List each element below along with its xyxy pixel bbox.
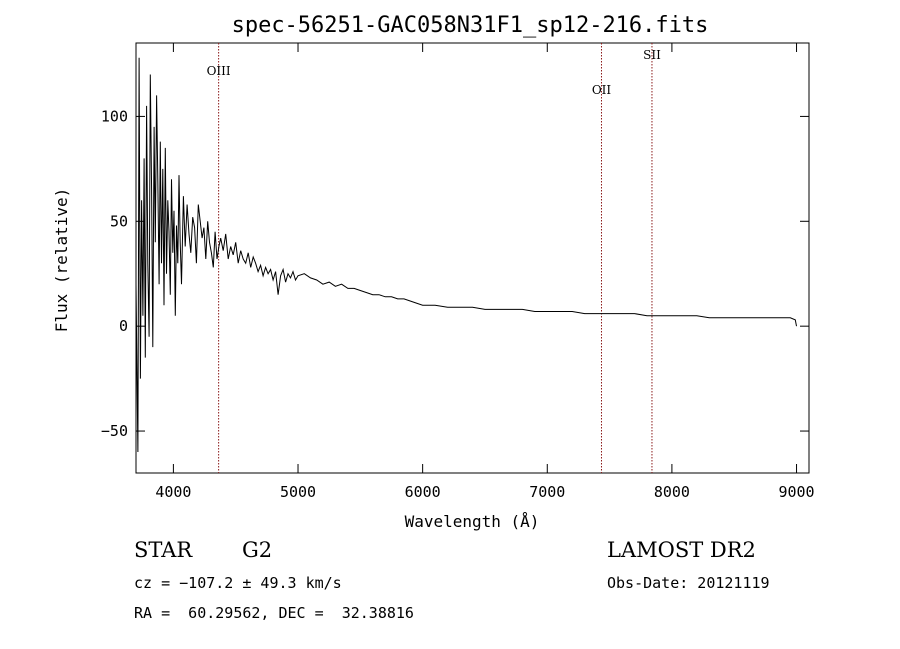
x-tick-label: 8000 <box>654 483 690 501</box>
x-tick-label: 7000 <box>529 483 565 501</box>
y-tick-label: 100 <box>101 107 128 125</box>
x-axis: 4000 5000 6000 7000 8000 9000 <box>155 43 815 501</box>
chart-title: spec-56251-GAC058N31F1_sp12-216.fits <box>232 13 709 38</box>
emission-line-label-oiii: OIII <box>207 64 231 78</box>
x-tick-label: 9000 <box>778 483 814 501</box>
emission-line-markers: OIII OII SII <box>207 43 661 473</box>
x-tick-label: 5000 <box>280 483 316 501</box>
plot-frame <box>135 42 810 474</box>
object-class: STAR <box>134 538 193 562</box>
survey-name: LAMOST DR2 <box>607 538 756 562</box>
redshift-cz: cz = −107.2 ± 49.3 km/s <box>134 574 342 592</box>
observation-date: Obs-Date: 20121119 <box>607 574 770 592</box>
y-axis-label: Flux (relative) <box>52 188 71 333</box>
x-tick-label: 4000 <box>155 483 191 501</box>
y-axis: −50 0 50 100 <box>101 107 809 440</box>
y-tick-label: 0 <box>119 317 128 335</box>
emission-line-label-sii: SII <box>643 48 661 62</box>
object-subclass: G2 <box>242 538 273 562</box>
x-tick-label: 6000 <box>405 483 441 501</box>
y-tick-label: −50 <box>101 422 128 440</box>
spectrum-line <box>135 57 797 453</box>
coordinates: RA = 60.29562, DEC = 32.38816 <box>134 604 414 622</box>
x-axis-label: Wavelength (Å) <box>405 512 540 531</box>
y-tick-label: 50 <box>110 212 128 230</box>
emission-line-label-oii: OII <box>592 83 612 97</box>
